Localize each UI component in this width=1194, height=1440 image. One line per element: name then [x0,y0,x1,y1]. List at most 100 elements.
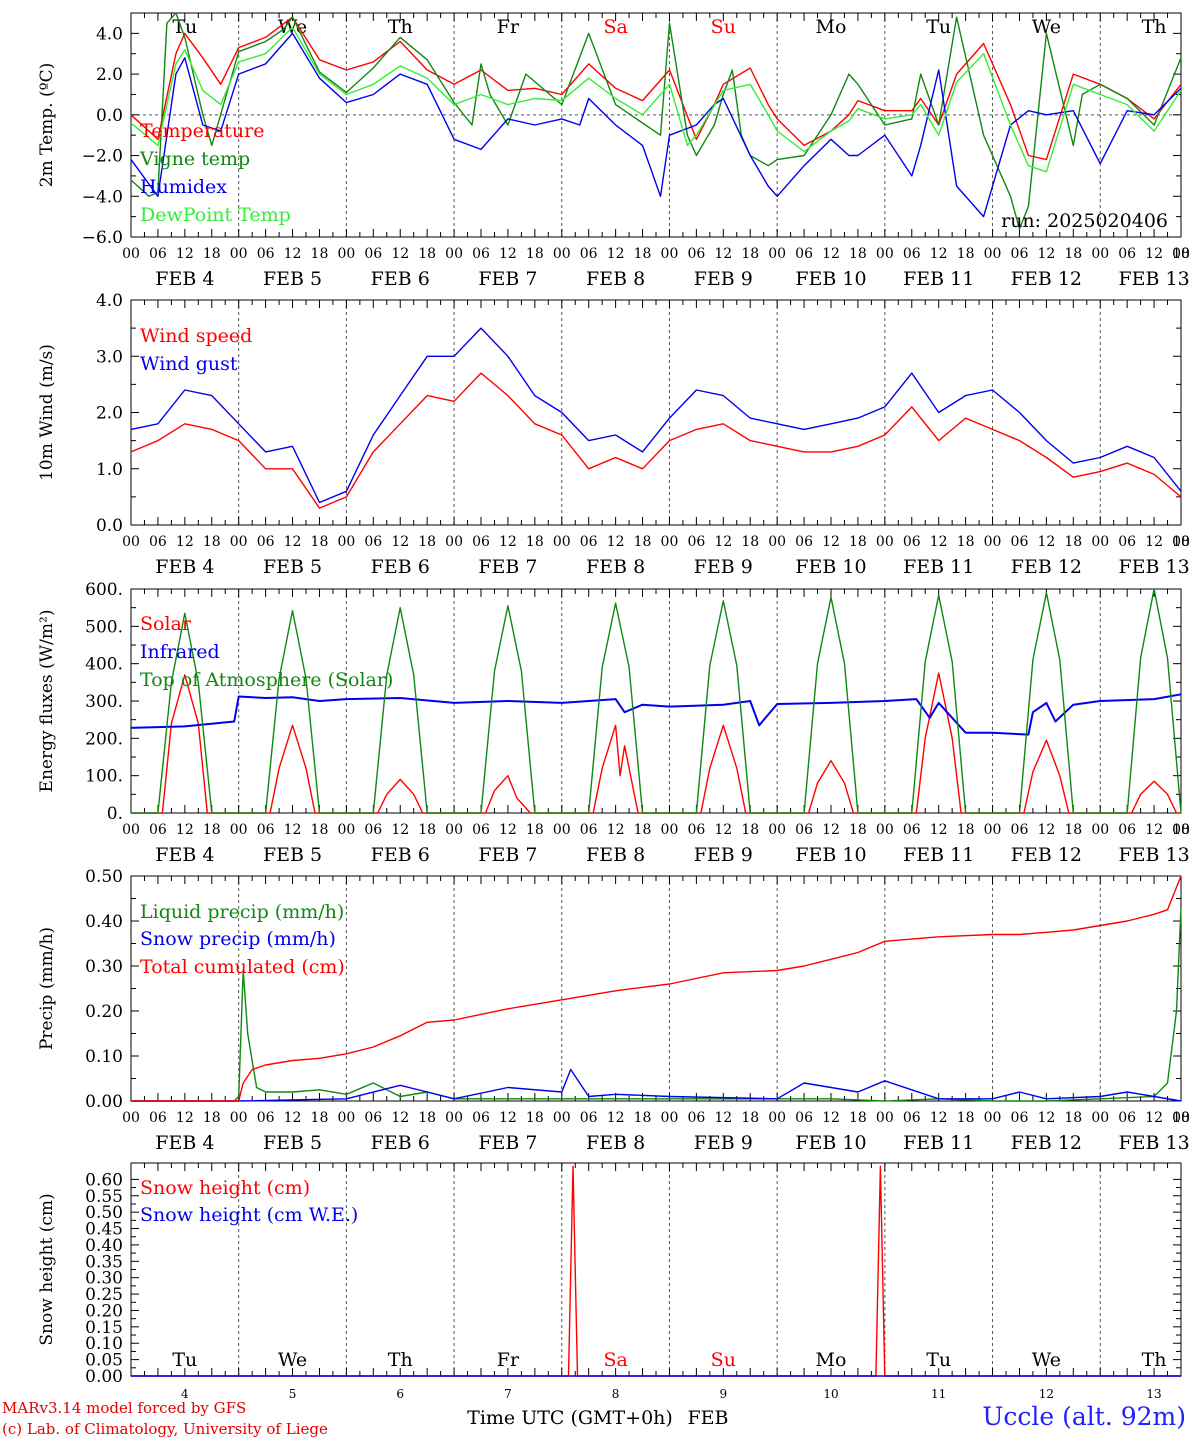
hour-label: 18 [203,822,221,838]
y-tick-label: 0.35 [85,1252,123,1272]
hour-label: 18 [957,1110,975,1126]
weekday-label: Th [388,1349,413,1371]
hour-label: 18 [634,246,652,262]
legend-entry: Vigne temp [139,148,250,170]
y-tick-label: 0.50 [85,867,123,887]
y-axis-label: Energy fluxes (W/m²) [37,610,57,793]
hour-label: 00 [122,1110,140,1126]
hour-label: 00 [122,246,140,262]
y-axis-label: 2m Temp. (ºC) [37,63,57,188]
date-label: FEB 11 [903,844,974,866]
x-axis-label: Time UTC (GMT+0h) [467,1407,673,1429]
hour-label: 18 [741,1110,759,1126]
date-label: FEB 9 [694,1132,753,1154]
hour-label: 12 [284,246,302,262]
date-label: FEB 7 [478,844,537,866]
y-tick-label: 300. [85,692,123,712]
y-tick-label: 0.05 [85,1351,123,1371]
y-tick-label: 0.0 [96,516,123,536]
date-label: FEB 8 [586,268,645,290]
date-label: FEB 4 [155,844,214,866]
hour-label: 12 [930,822,948,838]
hour-label: 00 [230,534,248,550]
hour-label: 00 [768,534,786,550]
hour-label: 18 [526,822,544,838]
hour-label: 06 [472,1110,490,1126]
hour-label: 06 [580,534,598,550]
hour-label: 06 [257,822,275,838]
day-number: 10 [823,1387,838,1401]
hour-label: 18 [1064,1110,1082,1126]
hour-label: 12 [176,246,194,262]
hour-label: 18 [1064,534,1082,550]
date-label: FEB 6 [371,556,430,578]
hour-label: 18 [311,534,329,550]
weekday-label: Fr [497,16,520,38]
weekday-label: Mo [816,1349,847,1371]
hour-label: 12 [499,534,517,550]
y-tick-label: −6.0 [82,228,123,248]
y-tick-label: 0.00 [85,1092,123,1112]
y-tick-label: 0.20 [85,1002,123,1022]
legend-entry: Wind speed [140,325,252,347]
hour-label: 00 [337,822,355,838]
hour-label: 18 [634,1110,652,1126]
date-label: FEB 6 [371,1132,430,1154]
date-label: FEB 4 [155,556,214,578]
hour-label: 12 [1145,246,1163,262]
date-label: FEB 13 [1118,268,1189,290]
date-label: FEB 13 [1118,1132,1189,1154]
hour-label: 12 [822,822,840,838]
hour-label: 00 [768,822,786,838]
hour-label: 12 [176,534,194,550]
hour-label: 06 [795,534,813,550]
hour-label: 12 [822,534,840,550]
date-label: FEB 12 [1011,556,1082,578]
hour-label: 00 [1172,1110,1190,1126]
legend-entry: Infrared [140,641,220,663]
panel-temp: −6.0 −4.0 −2.0 0.0 2.0 4.0 2m Temp. (ºC) 00 06 12… [37,12,1190,290]
hour-label: 06 [687,246,705,262]
y-tick-label: 0.30 [85,957,123,977]
date-label: FEB 10 [795,844,866,866]
plot-frame [130,588,1182,814]
date-label: FEB 12 [1011,1132,1082,1154]
hour-label: 06 [580,822,598,838]
date-label: FEB 10 [795,1132,866,1154]
legend-entry: DewPoint Temp [140,204,291,226]
hour-label: 06 [903,822,921,838]
hour-label: 06 [687,534,705,550]
hour-label: 00 [876,246,894,262]
y-tick-label: 200. [85,729,123,749]
y-axis-label: Precip (mm/h) [37,927,57,1050]
hour-label: 18 [418,246,436,262]
hour-label: 06 [257,534,275,550]
hour-label: 12 [1145,534,1163,550]
hour-label: 06 [364,1110,382,1126]
hour-label: 18 [526,1110,544,1126]
hour-label: 18 [849,822,867,838]
y-axis-label: Snow height (cm) [37,1193,57,1345]
hour-label: 12 [714,822,732,838]
hour-label: 18 [634,534,652,550]
y-axis-label: 10m Wind (m/s) [37,344,57,481]
y-tick-label: 0.60 [85,1170,123,1190]
y-tick-label: 0.00 [85,1367,123,1387]
hour-label: 18 [957,246,975,262]
hour-label: 00 [1172,822,1190,838]
model-credit: MARv3.14 model forced by GFS [2,1399,247,1417]
series-line-vigne-temp [130,12,1182,230]
hour-label: 12 [1145,1110,1163,1126]
hour-label: 06 [903,534,921,550]
weekday-label: Su [711,16,736,38]
hour-label: 00 [445,822,463,838]
y-tick-label: 0. [107,804,123,824]
day-number: 13 [1146,1387,1161,1401]
date-label: FEB 12 [1011,844,1082,866]
y-tick-label: 0.0 [96,106,123,126]
day-number: 11 [931,1387,946,1401]
hour-label: 06 [364,534,382,550]
series-line-dewpoint-temp [130,26,1182,173]
hour-label: 00 [1091,1110,1109,1126]
hour-label: 00 [768,246,786,262]
